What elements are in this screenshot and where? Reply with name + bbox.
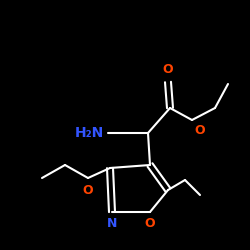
Text: O: O <box>163 63 173 76</box>
Text: N: N <box>107 217 117 230</box>
Text: O: O <box>145 217 155 230</box>
Text: H₂N: H₂N <box>75 126 104 140</box>
Text: O: O <box>194 124 204 137</box>
Text: O: O <box>83 184 93 197</box>
